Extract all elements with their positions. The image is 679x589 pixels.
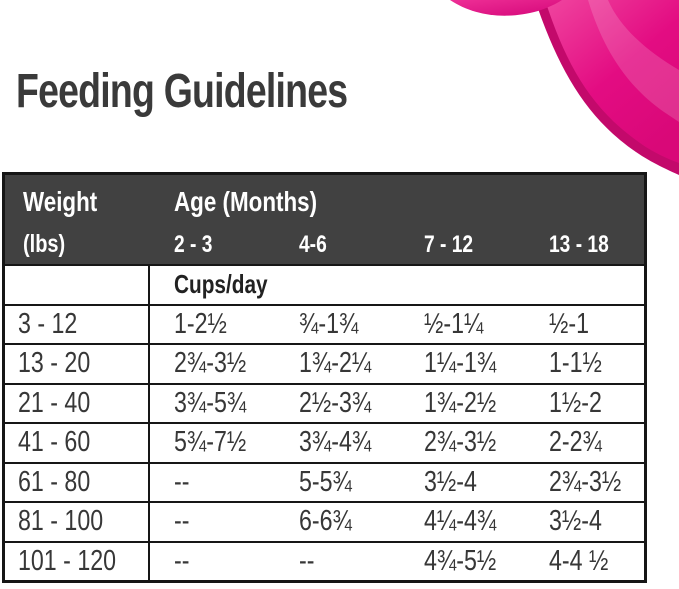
weight-cell: 41 - 60: [5, 424, 150, 462]
cups-cell: 2¾-3½: [549, 465, 622, 498]
swoosh-body: [545, 0, 679, 163]
cups-cell: 1½-2: [549, 386, 602, 419]
cups-cell: 2¾-3½: [174, 347, 247, 380]
table-row: 21 - 40 3¾-5¾ 2½-3¾ 1¾-2½ 1½-2: [5, 382, 644, 422]
age-group-header: Age (Months): [174, 186, 318, 218]
cups-cell: 1¾-2¼: [299, 347, 372, 380]
feeding-guidelines-table: Weight Age (Months) (lbs) 2 - 3 4-6 7 - …: [2, 172, 647, 583]
cups-cell: 5¾-7½: [174, 426, 247, 459]
cups-cell: 1¾-2½: [424, 386, 497, 419]
table-row: 61 - 80 -- 5-5¾ 3½-4 2¾-3½: [5, 461, 644, 501]
table-header: Weight Age (Months) (lbs) 2 - 3 4-6 7 - …: [5, 175, 644, 264]
cups-cell: 4-4 ½: [549, 544, 609, 577]
cups-cell: 4¾-5½: [424, 544, 497, 577]
cups-cell: ½-1: [549, 307, 589, 340]
weight-cell: 61 - 80: [5, 463, 150, 501]
cups-cell: 3¾-5¾: [174, 386, 247, 419]
cups-cell: 3¾-4¾: [299, 426, 372, 459]
cups-cell: 4¼-4¾: [424, 505, 497, 538]
units-label: Cups/day: [174, 269, 268, 300]
age-column-header-4: 13 - 18: [549, 230, 609, 258]
weight-cell: 81 - 100: [5, 503, 150, 541]
units-row: Cups/day: [5, 264, 644, 304]
weight-unit-header: (lbs): [23, 229, 66, 258]
swoosh-rim: [535, 0, 679, 175]
weight-cell: 3 - 12: [5, 305, 150, 343]
cups-cell: --: [299, 544, 315, 577]
age-column-header-3: 7 - 12: [424, 230, 474, 258]
weight-cell: 13 - 20: [5, 345, 150, 383]
cups-cell: 3½-4: [424, 465, 477, 498]
weight-column-header: Weight: [23, 186, 98, 218]
cups-cell: 6-6¾: [299, 505, 352, 538]
cups-cell: --: [174, 505, 190, 538]
cups-cell: 1¼-1¾: [424, 347, 497, 380]
units-row-empty-cell: [5, 266, 150, 304]
cups-cell: 3½-4: [549, 505, 602, 538]
table-row: 13 - 20 2¾-3½ 1¾-2¼ 1¼-1¾ 1-1½: [5, 343, 644, 383]
cups-cell: --: [174, 544, 190, 577]
swoosh-highlight: [588, 0, 679, 122]
table-row: 81 - 100 -- 6-6¾ 4¼-4¾ 3½-4: [5, 501, 644, 541]
cups-cell: --: [174, 465, 190, 498]
weight-cell: 21 - 40: [5, 384, 150, 422]
cups-cell: 2-2¾: [549, 426, 602, 459]
cups-cell: 1-1½: [549, 347, 602, 380]
page-title: Feeding Guidelines: [16, 65, 348, 118]
swoosh-crescent: [450, 0, 562, 16]
age-column-header-1: 2 - 3: [174, 230, 213, 258]
table-row: 101 - 120 -- -- 4¾-5½ 4-4 ½: [5, 540, 644, 580]
cups-cell: ½-1¼: [424, 307, 484, 340]
cups-cell: 5-5¾: [299, 465, 352, 498]
table-row: 41 - 60 5¾-7½ 3¾-4¾ 2¾-3½ 2-2¾: [5, 422, 644, 462]
cups-cell: 1-2½: [174, 307, 227, 340]
table-row: 3 - 12 1-2½ ¾-1¾ ½-1¼ ½-1: [5, 303, 644, 343]
cups-cell: 2¾-3½: [424, 426, 497, 459]
cups-cell: 2½-3¾: [299, 386, 372, 419]
weight-cell: 101 - 120: [5, 542, 150, 580]
cups-cell: ¾-1¾: [299, 307, 359, 340]
age-column-header-2: 4-6: [299, 230, 327, 258]
